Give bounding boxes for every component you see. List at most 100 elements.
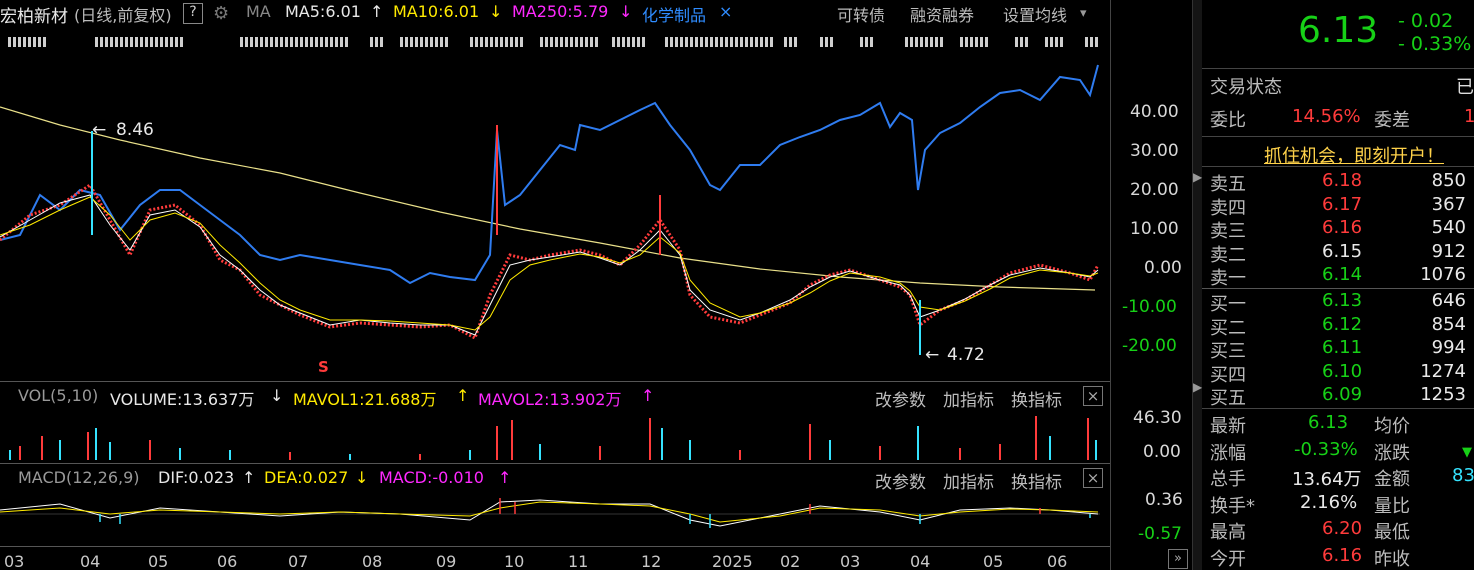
date-tick: 07: [288, 552, 309, 570]
weicha-label: 委差: [1374, 110, 1410, 131]
price-chart[interactable]: [0, 55, 1110, 380]
ask-price: 6.14: [1322, 264, 1363, 285]
bid-row[interactable]: 买五 6.09 1253: [1202, 384, 1474, 409]
dea-value: DEA:0.027: [264, 468, 349, 487]
stat-label: 今开: [1210, 548, 1246, 570]
stat-label: 均价: [1374, 416, 1410, 437]
set-ma-link[interactable]: 设置均线: [1003, 6, 1068, 25]
stat-label: 最高: [1210, 522, 1246, 543]
ask-volume: 367: [1431, 193, 1466, 215]
date-tick: 03: [840, 552, 861, 570]
bid-label: 买二: [1210, 317, 1246, 339]
event-marker-row[interactable]: [0, 30, 1110, 50]
stat-label: 昨收: [1374, 548, 1410, 570]
current-price: 6.13: [1298, 10, 1379, 51]
ma5-value: MA5:6.01: [285, 2, 361, 21]
macd-chart[interactable]: [0, 490, 1105, 540]
ask-price: 6.16: [1322, 217, 1363, 238]
stat-value: -0.33%: [1294, 438, 1358, 460]
gear-icon[interactable]: ⚙: [213, 3, 230, 24]
bid-label: 买一: [1210, 294, 1246, 315]
scroll-right-icon[interactable]: »: [1168, 549, 1188, 569]
bid-volume: 1274: [1420, 360, 1466, 382]
vol-panel-title[interactable]: VOL(5,10): [18, 386, 99, 405]
ma250-line: [0, 106, 1096, 291]
vol-close-icon[interactable]: ×: [1083, 386, 1103, 406]
macd-value: MACD:-0.010: [379, 468, 484, 487]
sector-overlay-label[interactable]: 化学制品: [642, 6, 707, 25]
margin-trading-link[interactable]: 融资融券: [910, 6, 975, 25]
ask-row[interactable]: 卖三 6.16 540: [1202, 217, 1474, 242]
dea-arrow: ↓: [355, 468, 369, 487]
open-account-banner[interactable]: 抓住机会，即刻开户！: [1264, 146, 1444, 167]
stat-label: 涨幅: [1210, 442, 1246, 464]
volume-bars[interactable]: [0, 410, 1105, 460]
macd-params-button[interactable]: 改参数: [875, 473, 926, 493]
low-marker-arrow: ←: [925, 345, 940, 365]
collapse-arrow-icon[interactable]: ▶: [1193, 170, 1203, 184]
stat-row: 最新 6.13 均价: [1202, 412, 1474, 439]
panel-divider[interactable]: [1192, 0, 1202, 570]
stat-row: 最高 6.20 最低: [1202, 518, 1474, 545]
help-icon[interactable]: ?: [183, 3, 203, 24]
s-signal-icon[interactable]: S: [318, 358, 329, 376]
price-tick: 10.00: [1130, 219, 1179, 239]
bid-row[interactable]: 买二 6.12 854: [1202, 314, 1474, 339]
mavol1-value: MAVOL1:21.688万: [293, 390, 437, 409]
ask-volume: 540: [1431, 217, 1466, 238]
stat-row: 总手 13.64万 金额 83: [1202, 465, 1474, 492]
macd-panel-title[interactable]: MACD(12,26,9): [18, 468, 140, 487]
price-change: - 0.02: [1398, 10, 1454, 32]
vol-axis-bottom: 0.00: [1143, 442, 1181, 462]
bid-row[interactable]: 买一 6.13 646: [1202, 290, 1474, 315]
convertible-bond-link[interactable]: 可转债: [837, 6, 886, 25]
stat-label: 金额: [1374, 469, 1410, 490]
chevron-down-icon[interactable]: ▾: [1080, 6, 1087, 21]
vol-params-button[interactable]: 改参数: [875, 391, 926, 411]
ask-row[interactable]: 卖五 6.18 850: [1202, 170, 1474, 195]
ma10-value: MA10:6.01: [393, 2, 480, 21]
date-tick: 11: [568, 552, 589, 570]
bid-row[interactable]: 买四 6.10 1274: [1202, 360, 1474, 386]
macd-axis-top: 0.36: [1145, 490, 1183, 510]
date-axis: 03 04 05 06 07 08 09 10 11 12 2025 02 03…: [0, 552, 1110, 570]
bid-row[interactable]: 买三 6.11 994: [1202, 337, 1474, 362]
mavol2-value: MAVOL2:13.902万: [478, 390, 622, 409]
bid-price: 6.10: [1322, 360, 1363, 382]
volume-arrow: ↓: [270, 386, 284, 405]
bid-volume: 646: [1431, 290, 1466, 311]
bid-book: 买一 6.13 646 买二 6.12 854 买三 6.11 994 买四 6.10 1274…: [1202, 290, 1474, 409]
bid-price: 6.13: [1322, 290, 1363, 311]
macd-add-indicator-button[interactable]: 加指标: [943, 473, 994, 493]
date-tick: 04: [80, 552, 101, 570]
macd-axis-bottom: -0.57: [1138, 524, 1182, 544]
ask-label: 卖三: [1210, 221, 1246, 242]
bid-label: 买四: [1210, 364, 1246, 386]
ask-row[interactable]: 卖二 6.15 912: [1202, 240, 1474, 266]
price-tick: 30.00: [1130, 141, 1179, 161]
stat-row: 今开 6.16 昨收: [1202, 545, 1474, 570]
macd-switch-indicator-button[interactable]: 换指标: [1011, 473, 1062, 493]
weibi-value: 14.56%: [1292, 106, 1361, 127]
vol-switch-indicator-button[interactable]: 换指标: [1011, 391, 1062, 411]
ask-label: 卖五: [1210, 174, 1246, 195]
price-tick: 40.00: [1130, 102, 1179, 122]
weicha-value: 1: [1464, 106, 1474, 127]
vol-add-indicator-button[interactable]: 加指标: [943, 391, 994, 411]
macd-close-icon[interactable]: ×: [1083, 468, 1103, 488]
collapse-arrow-icon[interactable]: ▶: [1193, 380, 1203, 394]
date-tick: 12: [641, 552, 662, 570]
ask-row[interactable]: 卖一 6.14 1076: [1202, 264, 1474, 289]
stat-row: 涨幅 -0.33% 涨跌 ▼: [1202, 439, 1474, 466]
stat-label: 最低: [1374, 522, 1410, 543]
price-change-pct: - 0.33%: [1398, 33, 1472, 55]
sector-close-icon[interactable]: ×: [719, 2, 733, 21]
price-path: [0, 182, 1100, 341]
ask-volume: 912: [1431, 240, 1466, 262]
price-tick: -10.00: [1122, 297, 1177, 317]
down-triangle-icon: ▼: [1462, 444, 1472, 460]
sector-overlay-line: [0, 64, 1099, 285]
ma10-arrow: ↓: [489, 2, 503, 21]
ask-row[interactable]: 卖四 6.17 367: [1202, 193, 1474, 219]
stock-name[interactable]: 宏柏新材: [0, 7, 68, 27]
